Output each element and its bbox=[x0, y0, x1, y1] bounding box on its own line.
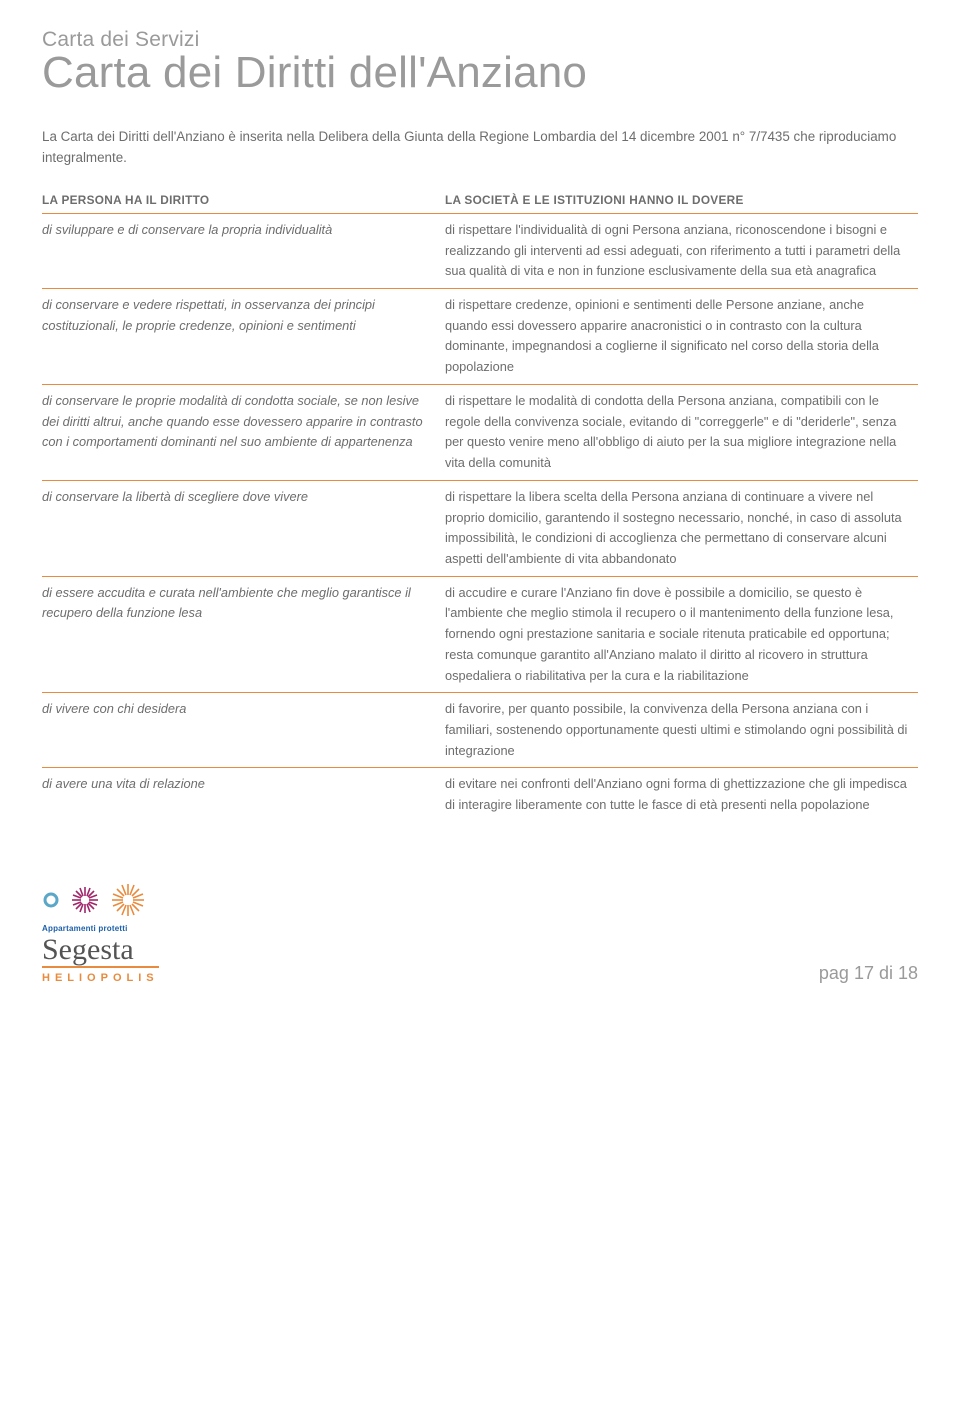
burst-icon bbox=[70, 885, 100, 915]
table-row: di conservare la libertà di scegliere do… bbox=[42, 480, 918, 576]
subbrand-name: HELIOPOLIS bbox=[42, 972, 159, 984]
right-cell-right: di rispettare la libera scelta della Per… bbox=[445, 480, 918, 576]
right-cell-right: di favorire, per quanto possibile, la co… bbox=[445, 693, 918, 768]
right-cell-right: di accudire e curare l'Anziano fin dove … bbox=[445, 576, 918, 693]
right-cell-left: di conservare e vedere rispettati, in os… bbox=[42, 289, 445, 385]
right-cell-right: di rispettare le modalità di condotta de… bbox=[445, 384, 918, 480]
page-footer: Appartamenti protetti Segesta HELIOPOLIS… bbox=[42, 882, 918, 984]
brand-logo: Appartamenti protetti Segesta HELIOPOLIS bbox=[42, 882, 159, 984]
table-row: di conservare e vedere rispettati, in os… bbox=[42, 289, 918, 385]
logo-icons bbox=[42, 882, 159, 918]
ring-icon bbox=[42, 891, 60, 909]
right-cell-left: di conservare la libertà di scegliere do… bbox=[42, 480, 445, 576]
right-cell-left: di vivere con chi desidera bbox=[42, 693, 445, 768]
brand-name: Segesta bbox=[42, 935, 159, 968]
right-cell-left: di essere accudita e curata nell'ambient… bbox=[42, 576, 445, 693]
right-cell-right: di rispettare l'individualità di ogni Pe… bbox=[445, 213, 918, 288]
sun-icon bbox=[110, 882, 146, 918]
table-row: di conservare le proprie modalità di con… bbox=[42, 384, 918, 480]
table-row: di essere accudita e curata nell'ambient… bbox=[42, 576, 918, 693]
intro-paragraph: La Carta dei Diritti dell'Anziano è inse… bbox=[42, 126, 918, 169]
table-row: di vivere con chi desideradi favorire, p… bbox=[42, 693, 918, 768]
right-cell-right: di rispettare credenze, opinioni e senti… bbox=[445, 289, 918, 385]
table-row: di sviluppare e di conservare la propria… bbox=[42, 213, 918, 288]
table-header-left: LA PERSONA HA IL DIRITTO bbox=[42, 187, 445, 214]
rights-table: LA PERSONA HA IL DIRITTO LA SOCIETÀ E LE… bbox=[42, 187, 918, 822]
right-cell-right: di evitare nei confronti dell'Anziano og… bbox=[445, 768, 918, 822]
right-cell-left: di avere una vita di relazione bbox=[42, 768, 445, 822]
page-title: Carta dei Diritti dell'Anziano bbox=[42, 48, 918, 98]
table-row: di avere una vita di relazionedi evitare… bbox=[42, 768, 918, 822]
appt-label: Appartamenti protetti bbox=[42, 924, 159, 933]
right-cell-left: di sviluppare e di conservare la propria… bbox=[42, 213, 445, 288]
table-header-right: LA SOCIETÀ E LE ISTITUZIONI HANNO IL DOV… bbox=[445, 187, 918, 214]
page-number: pag 17 di 18 bbox=[819, 963, 918, 984]
right-cell-left: di conservare le proprie modalità di con… bbox=[42, 384, 445, 480]
